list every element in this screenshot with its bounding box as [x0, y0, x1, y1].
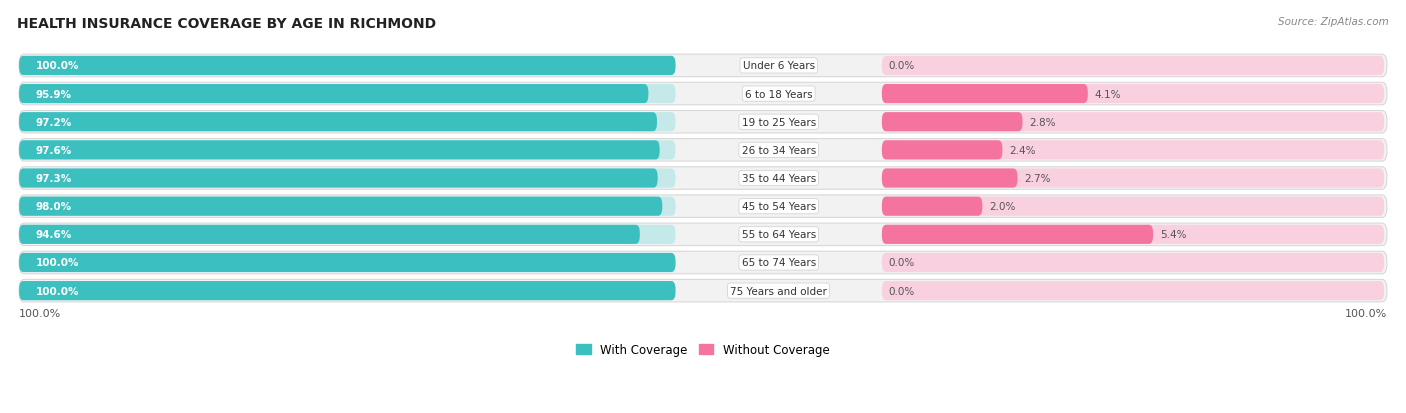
FancyBboxPatch shape: [20, 197, 662, 216]
FancyBboxPatch shape: [882, 169, 1018, 188]
Text: 97.3%: 97.3%: [35, 173, 72, 184]
FancyBboxPatch shape: [882, 85, 1088, 104]
FancyBboxPatch shape: [20, 167, 1386, 190]
FancyBboxPatch shape: [20, 85, 675, 104]
Text: 45 to 54 Years: 45 to 54 Years: [741, 202, 815, 212]
FancyBboxPatch shape: [20, 139, 1386, 162]
Text: Under 6 Years: Under 6 Years: [742, 61, 814, 71]
Text: 95.9%: 95.9%: [35, 89, 72, 100]
Text: 97.6%: 97.6%: [35, 145, 72, 156]
FancyBboxPatch shape: [20, 280, 1386, 302]
FancyBboxPatch shape: [20, 281, 675, 301]
FancyBboxPatch shape: [20, 83, 1386, 106]
Text: 100.0%: 100.0%: [35, 286, 79, 296]
Text: 0.0%: 0.0%: [889, 258, 915, 268]
FancyBboxPatch shape: [20, 85, 648, 104]
FancyBboxPatch shape: [20, 169, 658, 188]
Text: Source: ZipAtlas.com: Source: ZipAtlas.com: [1278, 17, 1389, 26]
FancyBboxPatch shape: [882, 113, 1384, 132]
FancyBboxPatch shape: [882, 197, 1384, 216]
Text: 98.0%: 98.0%: [35, 202, 72, 212]
FancyBboxPatch shape: [20, 169, 675, 188]
Text: 94.6%: 94.6%: [35, 230, 72, 240]
Text: 2.0%: 2.0%: [990, 202, 1015, 212]
FancyBboxPatch shape: [20, 111, 1386, 134]
FancyBboxPatch shape: [882, 141, 1002, 160]
FancyBboxPatch shape: [20, 281, 675, 301]
Text: 0.0%: 0.0%: [889, 61, 915, 71]
FancyBboxPatch shape: [20, 225, 675, 244]
FancyBboxPatch shape: [20, 225, 640, 244]
Text: 65 to 74 Years: 65 to 74 Years: [741, 258, 815, 268]
FancyBboxPatch shape: [882, 141, 1384, 160]
FancyBboxPatch shape: [882, 253, 1384, 273]
Text: 26 to 34 Years: 26 to 34 Years: [741, 145, 815, 156]
FancyBboxPatch shape: [882, 113, 1022, 132]
Text: 75 Years and older: 75 Years and older: [730, 286, 827, 296]
Text: 100.0%: 100.0%: [35, 258, 79, 268]
FancyBboxPatch shape: [882, 85, 1384, 104]
Text: 97.2%: 97.2%: [35, 117, 72, 128]
FancyBboxPatch shape: [882, 169, 1384, 188]
FancyBboxPatch shape: [20, 253, 675, 273]
FancyBboxPatch shape: [882, 197, 983, 216]
Text: 2.4%: 2.4%: [1010, 145, 1036, 156]
FancyBboxPatch shape: [20, 57, 675, 76]
Text: 0.0%: 0.0%: [889, 286, 915, 296]
FancyBboxPatch shape: [20, 223, 1386, 246]
FancyBboxPatch shape: [20, 55, 1386, 78]
FancyBboxPatch shape: [20, 252, 1386, 274]
FancyBboxPatch shape: [882, 57, 1384, 76]
FancyBboxPatch shape: [882, 281, 1384, 301]
Text: 2.7%: 2.7%: [1025, 173, 1050, 184]
FancyBboxPatch shape: [20, 141, 659, 160]
FancyBboxPatch shape: [20, 113, 657, 132]
Text: 100.0%: 100.0%: [20, 309, 62, 318]
Text: 100.0%: 100.0%: [35, 61, 79, 71]
FancyBboxPatch shape: [882, 225, 1153, 244]
Text: 4.1%: 4.1%: [1095, 89, 1121, 100]
FancyBboxPatch shape: [20, 113, 675, 132]
Text: 55 to 64 Years: 55 to 64 Years: [741, 230, 815, 240]
FancyBboxPatch shape: [20, 253, 675, 273]
FancyBboxPatch shape: [20, 141, 675, 160]
FancyBboxPatch shape: [20, 57, 675, 76]
Text: 6 to 18 Years: 6 to 18 Years: [745, 89, 813, 100]
Text: 5.4%: 5.4%: [1160, 230, 1187, 240]
FancyBboxPatch shape: [20, 197, 675, 216]
Text: 2.8%: 2.8%: [1029, 117, 1056, 128]
FancyBboxPatch shape: [20, 195, 1386, 218]
Legend: With Coverage, Without Coverage: With Coverage, Without Coverage: [572, 338, 834, 361]
Text: 35 to 44 Years: 35 to 44 Years: [741, 173, 815, 184]
Text: HEALTH INSURANCE COVERAGE BY AGE IN RICHMOND: HEALTH INSURANCE COVERAGE BY AGE IN RICH…: [17, 17, 436, 31]
Text: 19 to 25 Years: 19 to 25 Years: [741, 117, 815, 128]
Text: 100.0%: 100.0%: [1344, 309, 1386, 318]
FancyBboxPatch shape: [882, 225, 1384, 244]
